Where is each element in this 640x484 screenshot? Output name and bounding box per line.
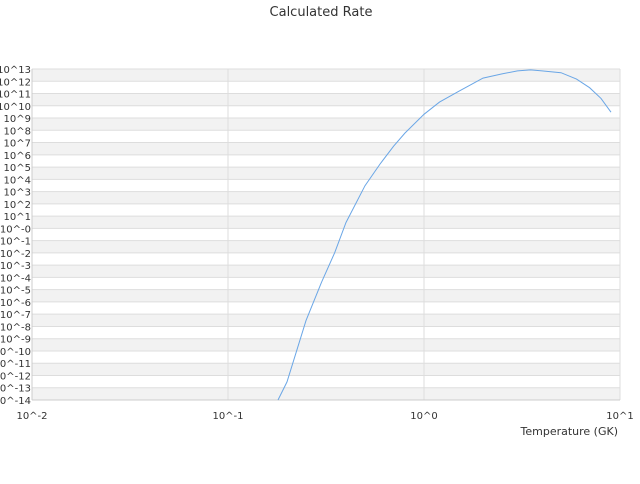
grid-band xyxy=(32,167,620,180)
grid-band xyxy=(32,363,620,376)
y-tick-label: 10^1 xyxy=(4,212,31,223)
y-tick-label: 10^12 xyxy=(0,77,31,88)
grid-band xyxy=(32,118,620,131)
y-tick-label: 10^-6 xyxy=(0,298,31,309)
grid-band xyxy=(32,93,620,106)
x-tick-labels: 10^-2 10^-1 10^0 10^1 xyxy=(16,411,633,422)
y-tick-label: 10^-14 xyxy=(0,396,31,407)
x-tick-label: 10^-1 xyxy=(212,411,243,422)
y-tick-label: 10^-11 xyxy=(0,359,31,370)
y-tick-label: 10^13 xyxy=(0,65,31,76)
y-tick-label: 10^3 xyxy=(4,188,31,199)
y-tick-label: 10^7 xyxy=(4,139,31,150)
y-tick-label: 10^10 xyxy=(0,102,31,113)
y-tick-label: 10^-3 xyxy=(0,261,31,272)
x-axis-label: Temperature (GK) xyxy=(520,425,619,438)
grid-band xyxy=(32,142,620,155)
series-line xyxy=(277,69,612,401)
grid-bands xyxy=(32,69,620,400)
x-tick-label: 10^0 xyxy=(410,411,437,422)
x-tick-label: 10^-2 xyxy=(16,411,47,422)
y-tick-label: 10^8 xyxy=(4,126,31,137)
y-tick-label: 10^-10 xyxy=(0,347,31,358)
y-tick-label: 10^-5 xyxy=(0,286,31,297)
y-tick-label: 10^-4 xyxy=(0,273,31,284)
grid-band xyxy=(32,314,620,327)
y-tick-label: 10^-7 xyxy=(0,310,31,321)
y-tick-label: 10^11 xyxy=(0,90,31,101)
grid-band xyxy=(32,69,620,82)
grid-band xyxy=(32,289,620,302)
y-tick-label: 10^9 xyxy=(4,114,31,125)
y-tick-label: 10^-0 xyxy=(0,224,31,235)
grid-band xyxy=(32,191,620,204)
grid-band xyxy=(32,240,620,253)
y-tick-label: 10^5 xyxy=(4,163,31,174)
chart-title: Calculated Rate xyxy=(270,5,373,20)
y-tick-label: 10^-2 xyxy=(0,249,31,260)
grid-band xyxy=(32,216,620,229)
grid-band xyxy=(32,387,620,400)
y-tick-label: 10^6 xyxy=(4,151,31,162)
y-tick-label: 10^2 xyxy=(4,200,31,211)
grid-lines xyxy=(31,68,621,401)
y-tick-label: 10^-1 xyxy=(0,237,31,248)
y-tick-label: 10^-13 xyxy=(0,384,31,395)
y-tick-label: 10^-9 xyxy=(0,335,31,346)
x-tick-label: 10^1 xyxy=(606,411,633,422)
y-tick-label: 10^4 xyxy=(4,175,31,186)
y-tick-label: 10^-8 xyxy=(0,322,31,333)
y-tick-label: 10^-12 xyxy=(0,371,31,382)
grid-band xyxy=(32,338,620,351)
